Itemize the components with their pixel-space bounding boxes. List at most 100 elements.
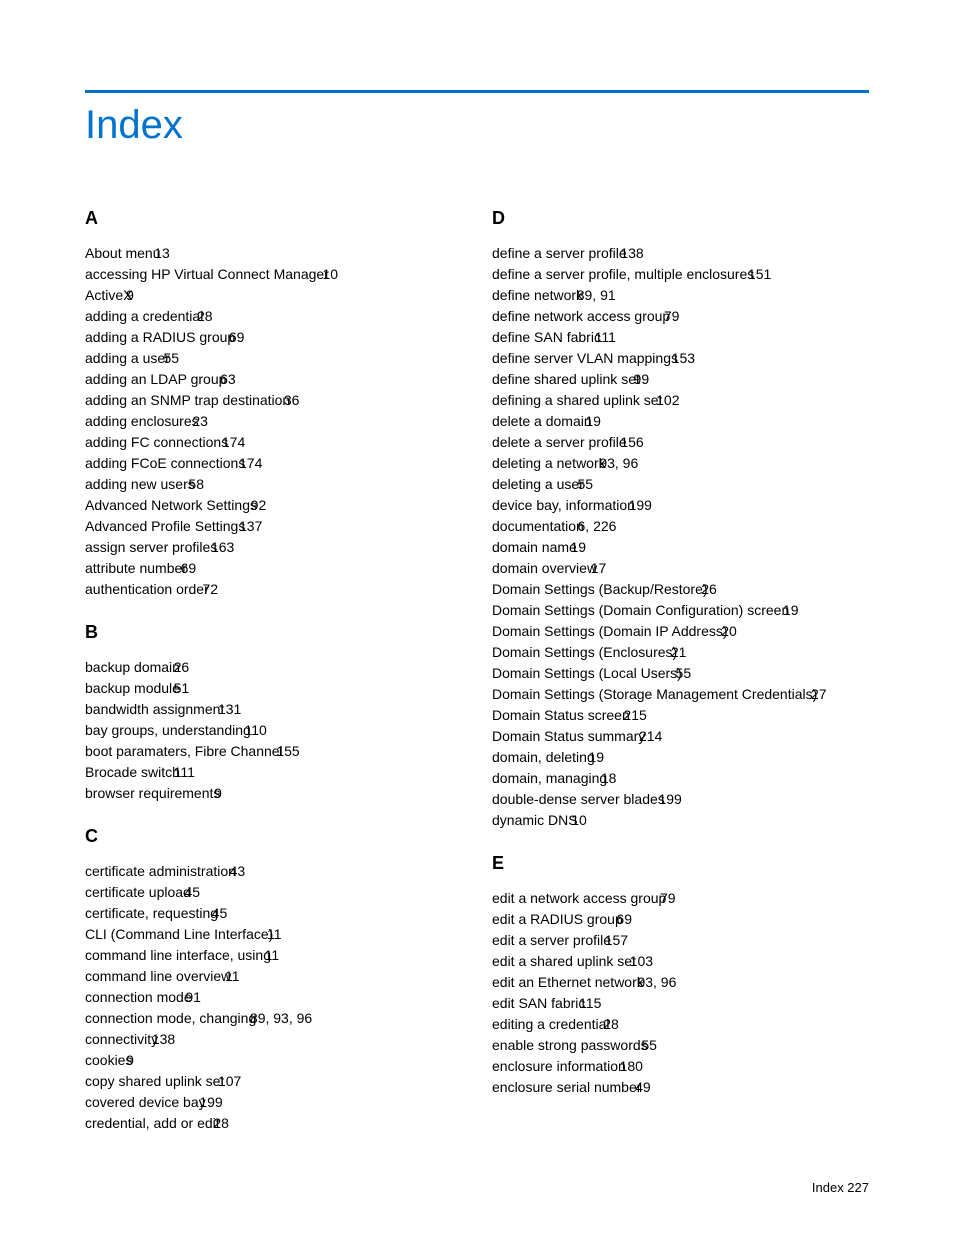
- index-entry: Domain Settings (Local Users)55: [492, 663, 869, 684]
- entry-pages: 89, 91: [595, 285, 616, 306]
- entry-pages: 138: [638, 243, 643, 264]
- entry-text: Domain Settings (Domain Configuration) s…: [510, 600, 801, 621]
- entry-text: adding FC connections: [103, 432, 240, 453]
- entry-text: accessing HP Virtual Connect Manager: [103, 264, 341, 285]
- entry-text: Domain Settings (Backup/Restore): [510, 579, 719, 600]
- section-letter: C: [85, 826, 462, 847]
- entry-text: adding a RADIUS group: [103, 327, 247, 348]
- index-entry: credential, add or edit28: [85, 1113, 462, 1134]
- index-entry: device bay, information199: [492, 495, 869, 516]
- index-entry: Brocade switch111: [85, 762, 462, 783]
- index-entry: connection mode91: [85, 987, 462, 1008]
- entry-pages: 174: [240, 432, 245, 453]
- index-entry: certificate upload45: [85, 882, 462, 903]
- section-letter: E: [492, 853, 869, 874]
- index-entry: defining a shared uplink set102: [492, 390, 869, 411]
- index-entry: Domain Status summary214: [492, 726, 869, 747]
- entry-text: edit a network access group: [510, 888, 678, 909]
- entry-text: adding an SNMP trap destination: [103, 390, 302, 411]
- index-entry: backup domain26: [85, 657, 462, 678]
- entry-pages: 157: [623, 930, 628, 951]
- index-entry: define a server profile138: [492, 243, 869, 264]
- entry-text: enclosure information: [510, 1056, 638, 1077]
- index-entry: backup module51: [85, 678, 462, 699]
- entry-text: browser requirements: [103, 783, 232, 804]
- index-entry: copy shared uplink set107: [85, 1071, 462, 1092]
- index-entry: delete a domain19: [492, 411, 869, 432]
- entry-text: Domain Settings (Enclosures): [510, 642, 689, 663]
- entry-text: Domain Settings (Local Users): [510, 663, 694, 684]
- entry-text: bay groups, understanding: [103, 720, 262, 741]
- index-entry: covered device bay199: [85, 1092, 462, 1113]
- index-entry: Advanced Profile Settings137: [85, 516, 462, 537]
- index-entry: adding a RADIUS group69: [85, 327, 462, 348]
- index-entry: define shared uplink set99: [492, 369, 869, 390]
- entry-text: define shared uplink set: [510, 369, 652, 390]
- index-entry: Domain Settings (Domain IP Address)20: [492, 621, 869, 642]
- index-entry: deleting a network93, 96: [492, 453, 869, 474]
- index-entry: edit a RADIUS group69: [492, 909, 869, 930]
- index-entry: domain, deleting19: [492, 747, 869, 768]
- entry-text: CLI (Command Line Interface): [103, 924, 285, 945]
- column-right: Ddefine a server profile138define a serv…: [492, 208, 869, 1134]
- index-entry: bay groups, understanding110: [85, 720, 462, 741]
- entry-text: certificate, requesting: [103, 903, 230, 924]
- index-entry: enable strong passwords55: [492, 1035, 869, 1056]
- index-entry: command line overview11: [85, 966, 462, 987]
- entry-pages: 102: [674, 390, 679, 411]
- entry-text: command line overview: [103, 966, 243, 987]
- entry-text: define a server profile: [510, 243, 638, 264]
- index-entry: adding an SNMP trap destination36: [85, 390, 462, 411]
- entry-text: device bay, information: [510, 495, 647, 516]
- index-entry: authentication order72: [85, 579, 462, 600]
- index-entry: double-dense server blades199: [492, 789, 869, 810]
- index-entry: deleting a user55: [492, 474, 869, 495]
- index-entry: Advanced Network Settings92: [85, 495, 462, 516]
- entry-text: enable strong passwords: [510, 1035, 659, 1056]
- index-entry: adding FC connections174: [85, 432, 462, 453]
- index-entry: adding a credential28: [85, 306, 462, 327]
- index-entry: adding new users58: [85, 474, 462, 495]
- entry-pages: 163: [229, 537, 234, 558]
- index-entry: accessing HP Virtual Connect Manager10: [85, 264, 462, 285]
- entry-text: boot paramaters, Fibre Channel: [103, 741, 294, 762]
- index-columns: AAbout menu13accessing HP Virtual Connec…: [85, 208, 869, 1134]
- index-entry: Domain Settings (Domain Configuration) s…: [492, 600, 869, 621]
- entry-pages: 174: [257, 453, 262, 474]
- entry-text: Domain Settings (Storage Management Cred…: [510, 684, 829, 705]
- entry-pages: 180: [638, 1056, 643, 1077]
- entry-text: define server VLAN mappings: [510, 348, 690, 369]
- index-entry: certificate, requesting45: [85, 903, 462, 924]
- entry-pages: 138: [170, 1029, 175, 1050]
- entry-pages: 103: [648, 951, 653, 972]
- column-left: AAbout menu13accessing HP Virtual Connec…: [85, 208, 462, 1134]
- entry-pages: 214: [657, 726, 662, 747]
- index-entry: attribute number69: [85, 558, 462, 579]
- entry-text: define network access group: [510, 306, 682, 327]
- entry-text: Domain Settings (Domain IP Address): [510, 621, 739, 642]
- section-letter: B: [85, 622, 462, 643]
- index-entry: enclosure information180: [492, 1056, 869, 1077]
- index-entry: ActiveX9: [85, 285, 462, 306]
- index-entry: assign server profiles163: [85, 537, 462, 558]
- entry-pages: 153: [690, 348, 695, 369]
- entry-pages: 151: [766, 264, 771, 285]
- entry-text: credential, add or edit: [103, 1113, 231, 1134]
- index-entry: certificate administration43: [85, 861, 462, 882]
- entry-text: Domain Status screen: [510, 705, 641, 726]
- index-entry: CLI (Command Line Interface)11: [85, 924, 462, 945]
- index-entry: adding FCoE connections174: [85, 453, 462, 474]
- section-letter: D: [492, 208, 869, 229]
- index-entry: About menu13: [85, 243, 462, 264]
- index-entry: dynamic DNS10: [492, 810, 869, 831]
- entry-pages: 6, 226: [596, 516, 619, 537]
- entry-pages: 111: [192, 762, 195, 783]
- index-entry: boot paramaters, Fibre Channel155: [85, 741, 462, 762]
- index-entry: domain, managing18: [492, 768, 869, 789]
- entry-text: command line interface, using: [103, 945, 283, 966]
- entry-pages: 199: [647, 495, 652, 516]
- index-entry: edit a network access group79: [492, 888, 869, 909]
- entry-text: ActiveX: [103, 285, 144, 306]
- horizontal-rule: [85, 90, 869, 93]
- entry-text: connection mode, changing: [103, 1008, 268, 1029]
